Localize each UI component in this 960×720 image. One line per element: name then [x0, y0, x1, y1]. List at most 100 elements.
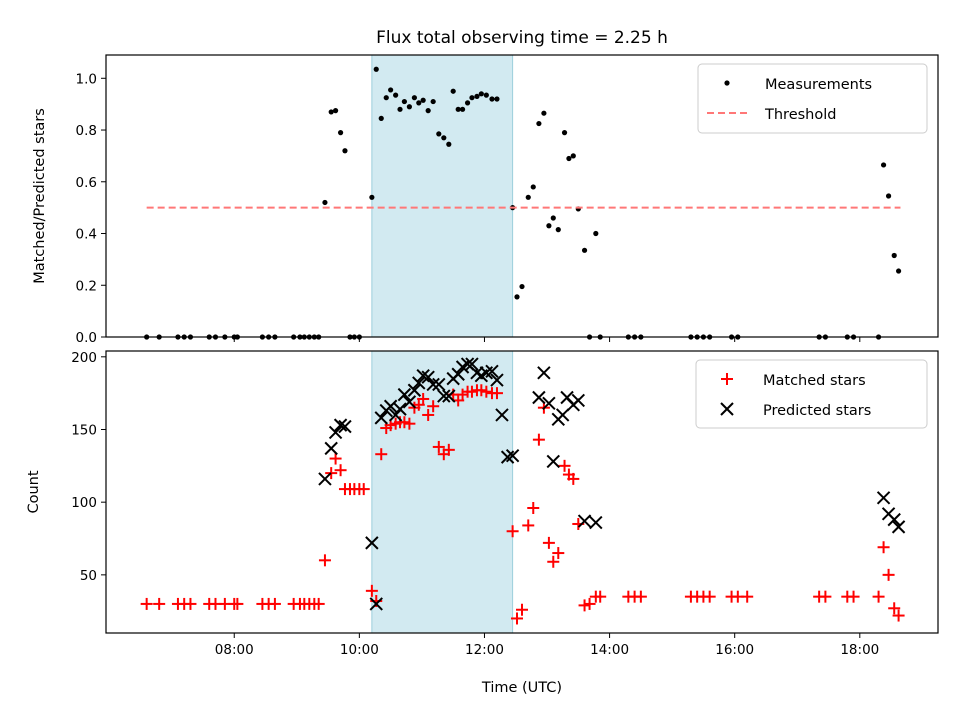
predicted-stars-point	[891, 520, 906, 534]
measurement-point	[885, 193, 892, 199]
predicted-stars-point	[421, 370, 435, 384]
x-tick-label: 14:00	[590, 642, 629, 658]
predicted-stars-point	[426, 377, 440, 392]
measurement-point	[411, 95, 418, 101]
matched-stars-point	[422, 408, 435, 421]
predicted-stars-point	[542, 396, 556, 411]
measurement-point	[416, 100, 422, 106]
x-tick-label: 12:00	[465, 642, 504, 658]
predicted-stars-point	[333, 418, 348, 432]
legend-measurements-marker	[724, 80, 730, 86]
predicted-stars-point	[437, 389, 451, 403]
count-panel: 08:00 10:00 12:00 14:00 16:00 18:00 50 100 150 20…	[71, 350, 939, 658]
count-panel-legend: Matched stars Predicted stars	[695, 359, 928, 429]
predicted-stars-point	[442, 389, 456, 403]
predicted-stars-point	[383, 399, 398, 413]
measurement-point	[425, 108, 431, 114]
measurement-point	[474, 93, 480, 99]
matched-stars-point	[819, 590, 832, 603]
predicted-stars-point	[465, 357, 479, 371]
matched-stars-point	[312, 597, 325, 610]
legend-predicted-stars-label: Predicted stars	[763, 403, 871, 419]
predicted-stars-point	[490, 373, 504, 387]
predicted-stars-point	[324, 441, 338, 456]
matched-stars-point	[268, 597, 281, 610]
predicted-stars-point	[407, 383, 422, 397]
predicted-stars-point	[577, 514, 592, 528]
measurement-point	[436, 131, 442, 137]
predicted-stars-point	[388, 408, 403, 422]
x-axis-title: Time (UTC)	[481, 680, 562, 696]
measurement-point	[420, 97, 426, 103]
matched-stars-point	[567, 472, 580, 485]
matched-stars-point	[703, 590, 716, 603]
measurement-point	[378, 115, 384, 121]
measurement-point	[373, 66, 379, 72]
predicted-stars-point	[537, 366, 551, 380]
y-tick-label: 100	[71, 495, 97, 511]
measurement-point	[555, 227, 561, 233]
matched-stars-point	[542, 536, 555, 549]
measurement-point	[332, 108, 339, 114]
series-matched-stars	[140, 384, 905, 625]
matched-stars-point	[872, 590, 885, 603]
y-tick-label: 200	[71, 350, 97, 366]
predicted-stars-point	[887, 512, 901, 527]
predicted-stars-point	[374, 411, 388, 425]
matched-stars-point	[547, 555, 560, 568]
matched-stars-point	[892, 609, 905, 622]
measurement-point	[880, 162, 887, 168]
matched-stars-point	[398, 416, 411, 429]
predicted-stars-point	[369, 597, 383, 611]
legend-threshold-label: Threshold	[764, 107, 836, 123]
measurement-point	[891, 252, 897, 259]
y-tick-label: 0.0	[76, 330, 97, 346]
matched-stars-point	[506, 525, 519, 538]
chart-title: Flux total observing time = 2.25 h	[376, 28, 668, 48]
y-tick-label: 0.8	[76, 123, 97, 139]
x-tick-label: 16:00	[715, 642, 754, 658]
measurement-point	[581, 247, 588, 253]
matched-stars-point	[522, 519, 535, 532]
observing-window-shade	[371, 54, 514, 338]
legend-predicted-stars-marker	[720, 402, 734, 416]
measurement-point	[388, 87, 394, 93]
measurement-point	[369, 194, 375, 200]
count-panel-legend-box	[695, 359, 928, 429]
measurement-point	[455, 106, 461, 112]
measurement-point	[519, 283, 525, 290]
predicted-stars-point	[338, 419, 352, 434]
predicted-stars-point	[495, 408, 509, 422]
predicted-stars-point	[365, 536, 379, 550]
matched-stars-point	[403, 417, 416, 430]
measurement-point	[342, 148, 348, 154]
matched-stars-point	[741, 590, 754, 603]
predicted-stars-point	[876, 491, 891, 505]
predicted-stars-point	[397, 387, 412, 402]
measurement-point	[459, 106, 466, 112]
matched-stars-point	[634, 590, 647, 603]
matched-stars-point	[882, 568, 895, 581]
matched-stars-point	[432, 440, 445, 453]
legend-measurements-label: Measurements	[765, 77, 872, 93]
matched-stars-point	[475, 384, 488, 397]
predicted-stars-point	[532, 390, 546, 405]
matched-stars-point	[365, 584, 378, 597]
matched-stars-point	[510, 612, 523, 625]
matched-stars-point	[231, 597, 244, 610]
measurement-point	[450, 88, 456, 94]
x-tick-label: 18:00	[840, 642, 879, 658]
matched-stars-point	[325, 467, 338, 480]
ratio-panel: 0.0 0.2 0.4 0.6 0.8 1.0	[76, 54, 939, 346]
matched-stars-point	[334, 464, 347, 477]
ratio-panel-legend: Measurements Threshold	[697, 63, 928, 134]
predicted-stars-point	[402, 395, 417, 409]
measurement-point	[322, 199, 328, 206]
matched-stars-point	[552, 547, 565, 560]
measurement-point	[561, 130, 568, 136]
predicted-stars-point	[328, 425, 343, 440]
matched-stars-point	[427, 400, 440, 413]
matched-stars-point	[578, 599, 591, 612]
measurement-point	[566, 155, 572, 162]
y-tick-label: 0.4	[76, 227, 97, 243]
